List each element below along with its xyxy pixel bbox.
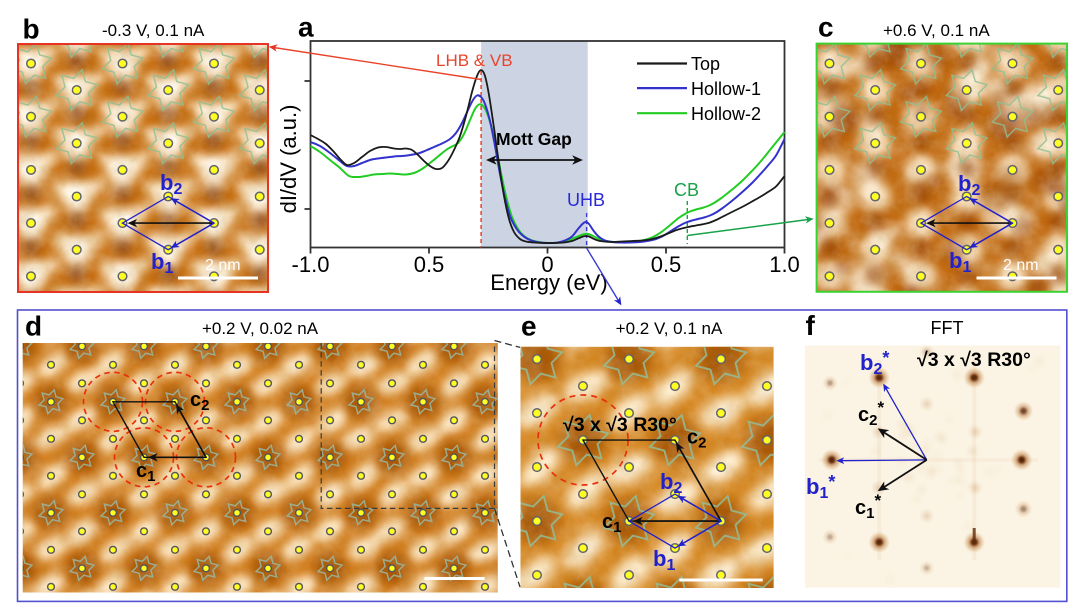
svg-text:Hollow-1: Hollow-1 — [691, 79, 761, 99]
svg-text:d: d — [25, 311, 42, 342]
svg-text:c: c — [818, 12, 834, 43]
svg-text:1.0: 1.0 — [769, 252, 800, 277]
svg-text:UHB: UHB — [567, 190, 605, 210]
svg-text:Hollow-2: Hollow-2 — [691, 104, 761, 124]
svg-text:-1.0: -1.0 — [292, 252, 330, 277]
svg-text:+0.6 V, 0.1 nA: +0.6 V, 0.1 nA — [883, 21, 990, 40]
svg-text:+0.2 V, 0.1 nA: +0.2 V, 0.1 nA — [616, 319, 723, 338]
svg-text:-0.3 V, 0.1 nA: -0.3 V, 0.1 nA — [102, 21, 205, 40]
svg-text:√3 x √3 R30°: √3 x √3 R30° — [563, 414, 677, 436]
svg-text:dI/dV (a.u.): dI/dV (a.u.) — [276, 105, 301, 214]
svg-text:√3 x √3 R30°: √3 x √3 R30° — [917, 349, 1031, 371]
svg-text:2 nm: 2 nm — [1003, 257, 1039, 274]
svg-text:CB: CB — [674, 180, 699, 200]
svg-text:b: b — [23, 14, 40, 45]
svg-text:f: f — [806, 310, 816, 341]
svg-text:a: a — [298, 12, 314, 43]
svg-text:Mott Gap: Mott Gap — [496, 129, 572, 149]
svg-text:Top: Top — [691, 54, 720, 74]
svg-text:0.5: 0.5 — [651, 252, 682, 277]
svg-text:+0.2 V, 0.02 nA: +0.2 V, 0.02 nA — [202, 319, 319, 338]
svg-text:e: e — [521, 311, 537, 342]
svg-text:0.5: 0.5 — [414, 252, 445, 277]
svg-text:2 nm: 2 nm — [205, 257, 241, 274]
svg-text:LHB & VB: LHB & VB — [436, 51, 513, 70]
svg-text:Energy (eV): Energy (eV) — [490, 270, 607, 295]
svg-text:FFT: FFT — [931, 318, 964, 338]
